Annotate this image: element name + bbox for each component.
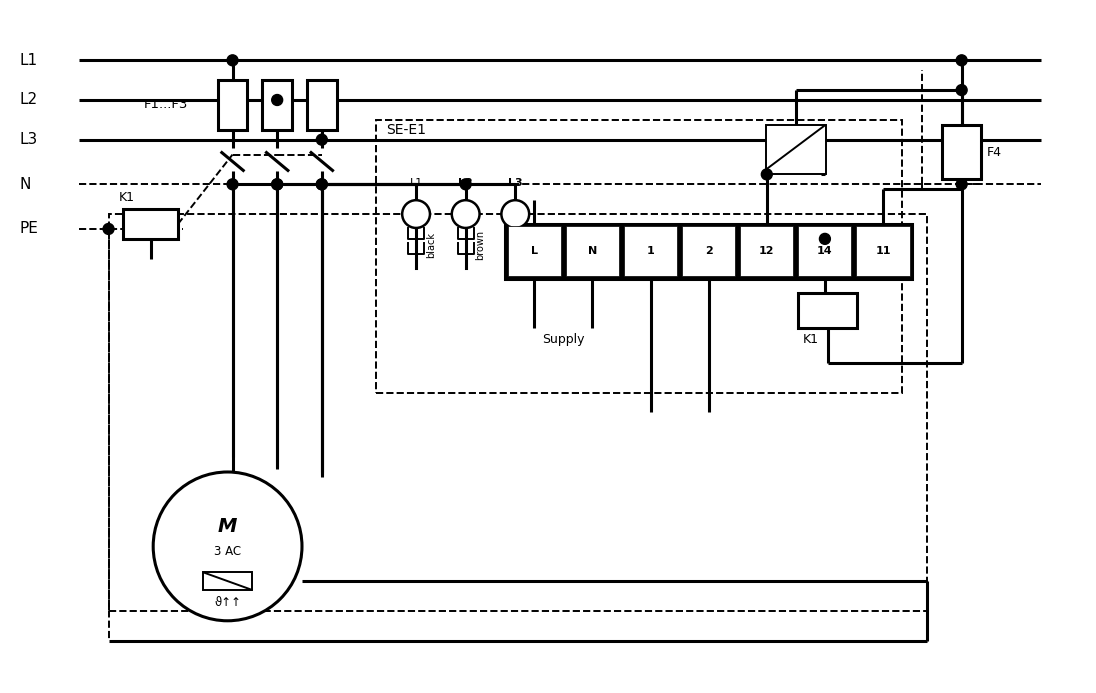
Text: N: N <box>587 246 597 256</box>
FancyBboxPatch shape <box>941 125 982 179</box>
Text: L: L <box>530 246 538 256</box>
Text: L3: L3 <box>20 132 37 147</box>
FancyBboxPatch shape <box>505 224 912 279</box>
Text: L1: L1 <box>20 53 37 68</box>
Circle shape <box>153 472 302 621</box>
Text: M: M <box>218 517 237 536</box>
FancyBboxPatch shape <box>307 80 336 130</box>
FancyBboxPatch shape <box>507 227 561 276</box>
Circle shape <box>227 179 238 190</box>
Text: K1: K1 <box>118 191 135 204</box>
Text: N: N <box>20 177 31 192</box>
FancyBboxPatch shape <box>766 125 825 175</box>
Circle shape <box>501 200 529 228</box>
Text: 1: 1 <box>647 246 654 256</box>
Text: K1: K1 <box>803 333 819 346</box>
FancyBboxPatch shape <box>566 227 619 276</box>
Circle shape <box>956 179 967 190</box>
Text: F4: F4 <box>986 146 1002 159</box>
FancyBboxPatch shape <box>798 227 852 276</box>
Circle shape <box>272 94 283 105</box>
Text: L2: L2 <box>458 178 473 188</box>
FancyBboxPatch shape <box>124 209 178 239</box>
Text: F1...F3: F1...F3 <box>144 98 187 112</box>
Text: L1: L1 <box>410 178 423 188</box>
FancyBboxPatch shape <box>203 572 252 590</box>
Circle shape <box>317 134 328 145</box>
Circle shape <box>762 169 773 180</box>
Circle shape <box>402 200 430 228</box>
Text: 14: 14 <box>818 246 833 256</box>
FancyBboxPatch shape <box>740 227 794 276</box>
Circle shape <box>317 179 328 190</box>
Circle shape <box>272 179 283 190</box>
Text: L2: L2 <box>20 92 37 107</box>
FancyBboxPatch shape <box>624 227 677 276</box>
Text: blue: blue <box>525 235 535 256</box>
FancyBboxPatch shape <box>856 227 910 276</box>
Text: 12: 12 <box>760 246 775 256</box>
Text: 3 AC: 3 AC <box>214 545 241 558</box>
FancyBboxPatch shape <box>262 80 292 130</box>
Circle shape <box>317 179 328 190</box>
Circle shape <box>103 224 114 234</box>
Text: ϑ↑↑: ϑ↑↑ <box>214 597 241 609</box>
FancyBboxPatch shape <box>682 227 735 276</box>
Text: SE-E1: SE-E1 <box>386 123 426 137</box>
Circle shape <box>227 55 238 66</box>
Text: 2: 2 <box>705 246 712 256</box>
Text: 11: 11 <box>876 246 891 256</box>
Text: Supply: Supply <box>543 333 584 346</box>
Circle shape <box>452 200 480 228</box>
Circle shape <box>272 179 283 190</box>
Text: L3: L3 <box>507 178 523 188</box>
FancyBboxPatch shape <box>798 293 857 328</box>
Text: brown: brown <box>476 230 486 261</box>
Circle shape <box>460 179 471 190</box>
Text: black: black <box>426 232 436 258</box>
Circle shape <box>956 85 967 96</box>
Text: PE: PE <box>20 222 38 236</box>
Circle shape <box>956 55 967 66</box>
FancyBboxPatch shape <box>218 80 248 130</box>
Circle shape <box>820 234 831 245</box>
